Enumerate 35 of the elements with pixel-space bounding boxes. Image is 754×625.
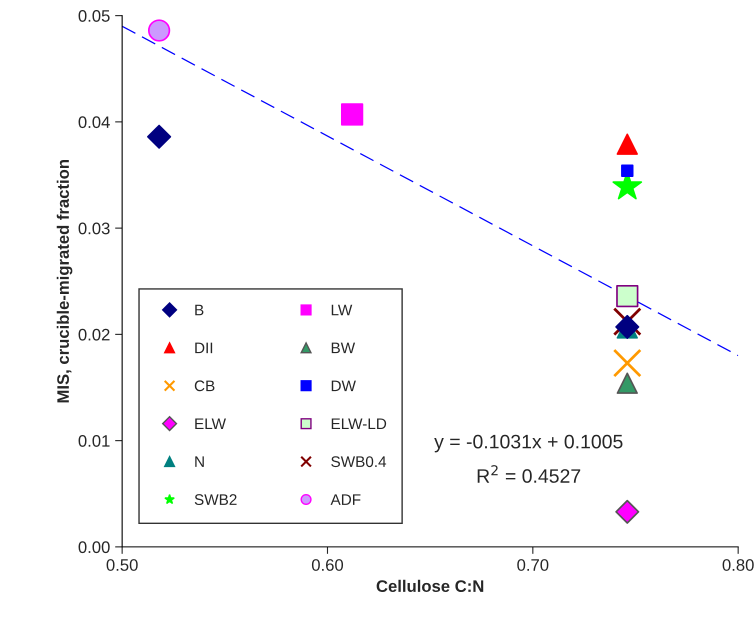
legend-label: LW [332,304,352,316]
point [147,124,172,149]
x-axis-title: Cellulose C:N [376,580,484,592]
y-tick-label: 0.00 [78,541,110,554]
annotation: R$^{2}$ = 0.4527 [478,465,580,483]
x-tick-label: 0.50 [106,559,138,571]
y-axis-title: MIS, crucible-migrated fraction [56,160,72,402]
y-tick-label: 0.05 [78,10,110,22]
point [616,372,638,394]
point [615,500,640,524]
legend-label: ELW-LD [332,418,386,430]
legend-label: N [195,456,204,467]
x-tick-label: 0.60 [312,559,344,571]
legend-label: ADF [330,494,360,505]
legend-label: CB [194,380,214,392]
y-tick-label: 0.03 [78,222,110,234]
legend-label: ELW [195,418,226,430]
y-tick-label: 0.02 [78,328,110,341]
point [616,284,638,308]
legend-label: SWB0.4 [331,456,386,468]
x-tick-label: 0.70 [517,559,548,571]
point [621,164,634,177]
legend-label: BW [332,342,356,354]
legend-label: DII [195,342,212,354]
point [148,19,170,42]
y-tick-label: 0.04 [78,116,110,128]
x-tick-label: 0.80 [722,559,754,571]
annotation: y = -0.1031x + 0.1005 [434,434,622,452]
legend-label: DW [332,380,356,392]
point [616,134,638,155]
legend-label: B [195,304,204,316]
point [612,348,642,378]
y-tick-label: 0.01 [78,435,110,447]
point [340,103,364,126]
legend-label: SWB2 [194,494,237,505]
